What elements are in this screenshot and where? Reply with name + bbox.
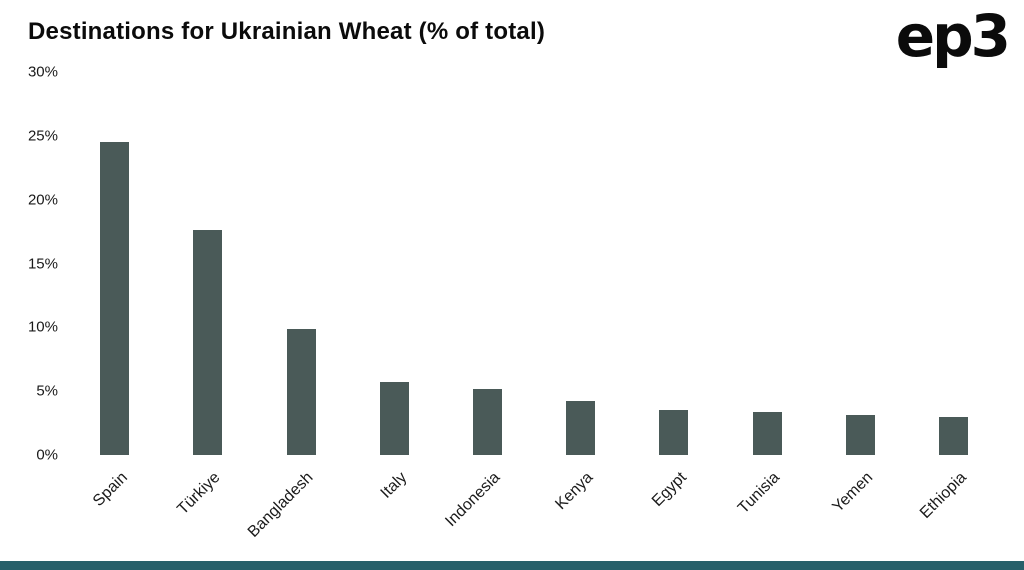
- x-tick-label: Bangladesh: [245, 469, 318, 541]
- x-tick-label: Türkiye: [174, 469, 224, 519]
- bar-indonesia: [472, 388, 502, 455]
- y-tick-label: 5%: [36, 382, 58, 400]
- x-tick-label: Spain: [89, 469, 131, 510]
- x-axis: Spain Türkiye Bangladesh Italy Indonesia Keny…: [68, 463, 1000, 563]
- bar-yemen: [845, 415, 875, 455]
- bar-ethiopia: [938, 416, 968, 455]
- bar-türkiye: [193, 230, 223, 455]
- y-tick-label: 30%: [27, 63, 58, 81]
- footer-bar: [0, 561, 1024, 570]
- y-tick-label: 0%: [36, 446, 58, 464]
- y-tick-label: 20%: [27, 191, 58, 209]
- x-tick-label: Tunisia: [734, 469, 784, 518]
- y-tick-label: 15%: [27, 255, 58, 272]
- y-tick-label: 25%: [27, 127, 58, 145]
- x-tick-label: Kenya: [552, 469, 597, 514]
- bar-tunisia: [752, 411, 782, 455]
- y-tick-label: 10%: [27, 318, 58, 336]
- plot-area: [68, 72, 1000, 455]
- x-tick-label: Italy: [377, 469, 411, 502]
- chart-title: Destinations for Ukrainian Wheat (% of t…: [28, 18, 546, 45]
- x-tick-label: Ethiopia: [916, 469, 970, 522]
- y-axis: 0% 5% 10% 15% 20% 25% 30%: [8, 64, 58, 464]
- x-tick-label: Indonesia: [442, 469, 504, 531]
- bar-bangladesh: [286, 328, 316, 455]
- bar-spain: [100, 142, 130, 455]
- ep3-logo: ep3: [895, 2, 1011, 70]
- bar-kenya: [566, 401, 596, 455]
- x-tick-label: Egypt: [648, 469, 690, 510]
- bar-egypt: [659, 410, 689, 455]
- x-tick-label: Yemen: [829, 469, 877, 516]
- bar-italy: [379, 382, 409, 455]
